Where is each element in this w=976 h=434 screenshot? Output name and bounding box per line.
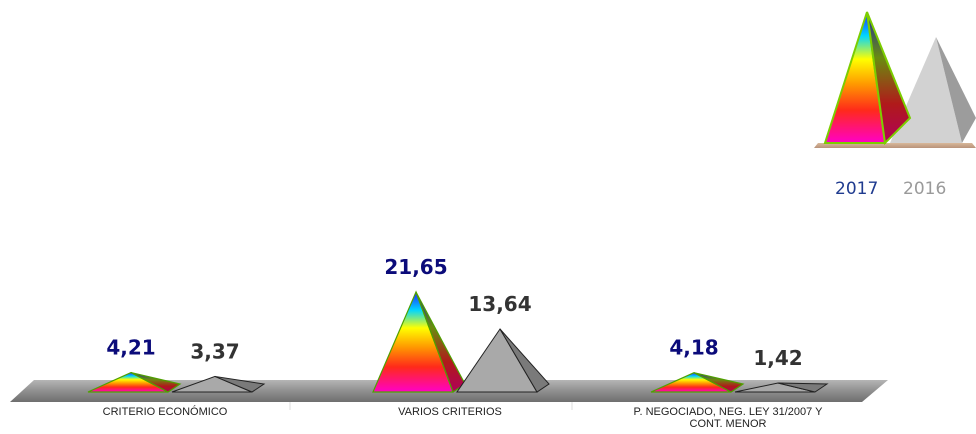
value-label-2017-3: 4,18 (669, 336, 718, 360)
legend-pyramid-2017-side (866, 11, 912, 146)
value-label-2016-3: 1,42 (753, 346, 802, 370)
category-label-1: CRITERIO ECONÓMICO (103, 405, 228, 418)
legend: 2017 2016 (814, 11, 976, 199)
value-label-2016-2: 13,64 (468, 292, 531, 316)
value-label-2017-2: 21,65 (384, 255, 447, 279)
pyramid-2017-1 (87, 371, 182, 393)
category-label-3: P. NEGOCIADO, NEG. LEY 31/2007 Y CONT. ME… (634, 406, 824, 430)
pyramid-2016-3 (734, 382, 829, 393)
legend-pyramid-2016-side (936, 37, 976, 143)
legend-label-2016: 2016 (903, 179, 946, 199)
value-label-2017-1: 4,21 (106, 336, 155, 360)
pyramid-2017-3 (650, 372, 745, 393)
category-label-2: VARIOS CRITERIOS (398, 406, 502, 418)
pyramid-2016-1 (171, 375, 266, 393)
value-label-2016-1: 3,37 (190, 339, 239, 363)
legend-label-2017: 2017 (835, 179, 878, 199)
pyramid-2016-2 (456, 328, 550, 393)
legend-base (814, 143, 976, 148)
pyramid-2017-2 (372, 290, 466, 393)
